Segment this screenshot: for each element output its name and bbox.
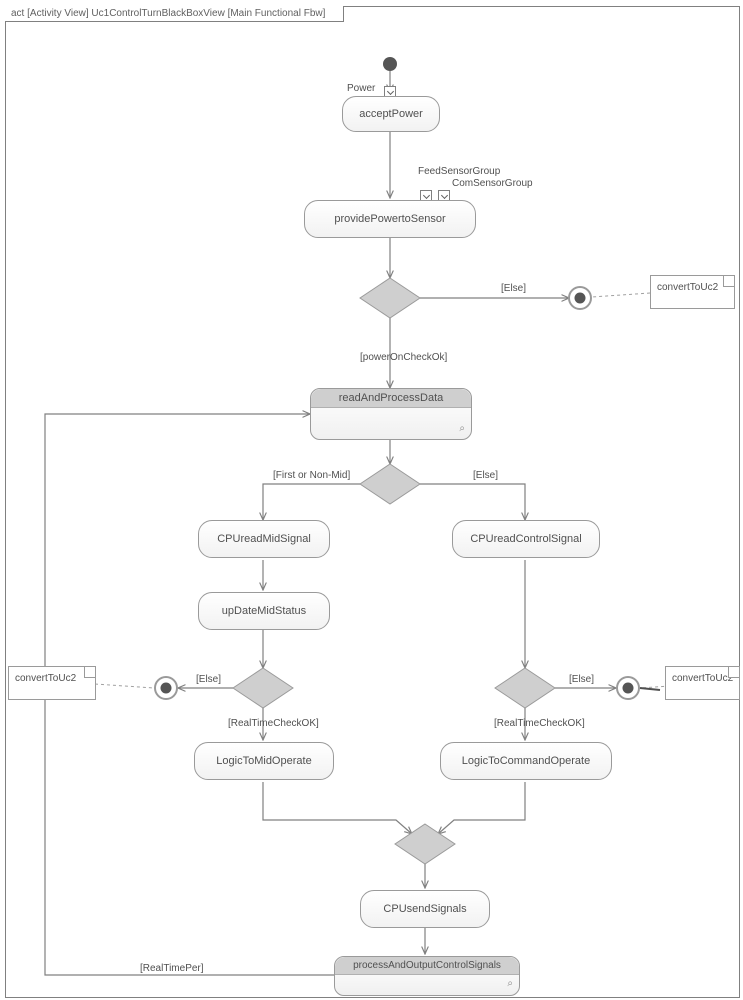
guard-poweron: [powerOnCheckOk]	[360, 352, 447, 363]
read-and-process-data-activity[interactable]: readAndProcessData ⌕	[310, 388, 472, 440]
diagram-frame	[5, 6, 740, 998]
frame-header-text: act [Activity View] Uc1ControlTurnBlackB…	[11, 8, 325, 19]
guard-else-1: [Else]	[501, 283, 526, 294]
cpu-send-signals-label: CPUsendSignals	[383, 903, 466, 915]
cpu-send-signals-activity[interactable]: CPUsendSignals	[360, 890, 490, 928]
guard-realtimeper: [RealTimePer]	[140, 963, 204, 974]
feed-sensor-label: FeedSensorGroup	[418, 166, 500, 177]
update-mid-status-activity[interactable]: upDateMidStatus	[198, 592, 330, 630]
power-pin-label: Power	[347, 83, 375, 94]
guard-else-4: [Else]	[569, 674, 594, 685]
guard-else-2: [Else]	[473, 470, 498, 481]
com-sensor-label: ComSensorGroup	[452, 178, 533, 189]
process-and-output-control-signals-label: processAndOutputControlSignals	[335, 957, 519, 975]
frame-header: act [Activity View] Uc1ControlTurnBlackB…	[5, 6, 344, 22]
update-mid-status-label: upDateMidStatus	[222, 605, 306, 617]
logic-to-command-operate-activity[interactable]: LogicToCommandOperate	[440, 742, 612, 780]
cpu-read-control-signal-activity[interactable]: CPUreadControlSignal	[452, 520, 600, 558]
rake-icon-2: ⌕	[507, 978, 513, 989]
logic-to-mid-operate-activity[interactable]: LogicToMidOperate	[194, 742, 334, 780]
accept-power-activity[interactable]: acceptPower	[342, 96, 440, 132]
cpu-read-control-signal-label: CPUreadControlSignal	[470, 533, 581, 545]
guard-else-3: [Else]	[196, 674, 221, 685]
provide-power-to-sensor-activity[interactable]: providePowertoSensor	[304, 200, 476, 238]
note-convert-to-uc2-right-text: convertToUc2	[672, 673, 733, 684]
guard-first-or-nonmid: [First or Non-Mid]	[273, 470, 350, 481]
process-and-output-control-signals-activity[interactable]: processAndOutputControlSignals ⌕	[334, 956, 520, 996]
rake-icon: ⌕	[459, 423, 465, 434]
cpu-read-mid-signal-label: CPUreadMidSignal	[217, 533, 311, 545]
note-convert-to-uc2-left: convertToUc2	[8, 666, 96, 700]
logic-to-command-operate-label: LogicToCommandOperate	[462, 755, 590, 767]
guard-realtime-right: [RealTimeCheckOK]	[494, 718, 585, 729]
cpu-read-mid-signal-activity[interactable]: CPUreadMidSignal	[198, 520, 330, 558]
logic-to-mid-operate-label: LogicToMidOperate	[216, 755, 311, 767]
note-convert-to-uc2-top: convertToUc2	[650, 275, 735, 309]
note-convert-to-uc2-right: convertToUc2	[665, 666, 740, 700]
accept-power-label: acceptPower	[359, 108, 423, 120]
read-and-process-data-label: readAndProcessData	[311, 389, 471, 408]
provide-power-to-sensor-label: providePowertoSensor	[334, 213, 445, 225]
note-convert-to-uc2-left-text: convertToUc2	[15, 673, 76, 684]
guard-realtime-left: [RealTimeCheckOK]	[228, 718, 319, 729]
note-convert-to-uc2-top-text: convertToUc2	[657, 282, 718, 293]
